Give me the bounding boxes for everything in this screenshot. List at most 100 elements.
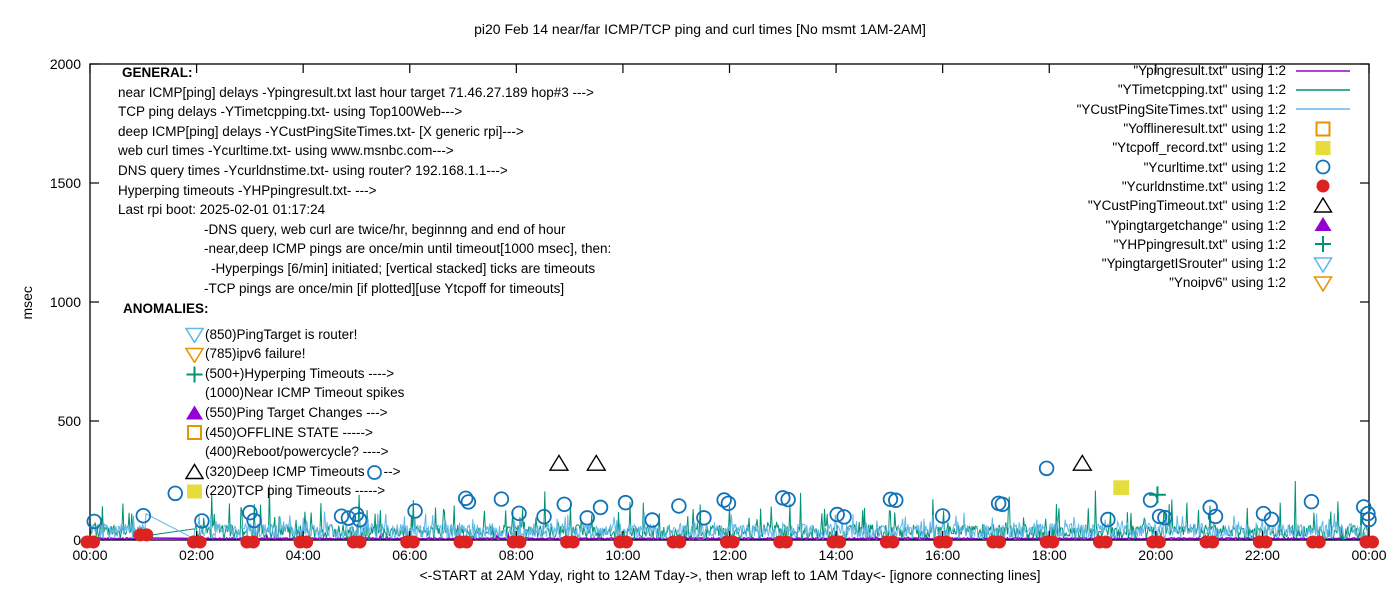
general-line: TCP ping delays -YTimetcpping.txt- using…: [118, 104, 463, 120]
anomaly-item: (320)Deep ICMP Timeouts -->: [185, 462, 404, 482]
general-annotation-block: GENERAL: near ICMP[ping] delays -Ypingres…: [118, 63, 611, 298]
anomaly-label: (850)PingTarget is router!: [205, 326, 358, 342]
legend-label: "Yofflineresult.txt" using 1:2: [1123, 121, 1286, 137]
legend-entry: "YCustPingTimeout.txt" using 1:2: [1077, 196, 1360, 215]
general-line: -DNS query, web curl are twice/hr, begin…: [204, 221, 566, 237]
anomaly-item: (400)Reboot/powercycle? ---->: [185, 442, 404, 462]
anomaly-item: (850)PingTarget is router!: [185, 325, 404, 345]
anomaly-label: (550)Ping Target Changes --->: [205, 404, 388, 420]
general-heading: GENERAL:: [122, 65, 193, 80]
triangle-open-icon: [185, 462, 205, 481]
anomaly-item: (500+)Hyperping Timeouts ---->: [185, 364, 404, 384]
general-line: -Hyperpings [6/min] initiated; [vertical…: [211, 260, 596, 276]
general-line: Hyperping timeouts -YHPpingresult.txt- -…: [118, 182, 377, 198]
y-axis-label: msec: [19, 286, 36, 320]
x-tick-label: 00:00: [72, 547, 107, 563]
anomaly-label: (785)ipv6 failure!: [205, 346, 306, 362]
general-line: Last rpi boot: 2025-02-01 01:17:24: [118, 202, 326, 218]
anomaly-label: (450)OFFLINE STATE ----->: [205, 424, 373, 440]
legend-entry: "Yofflineresult.txt" using 1:2: [1077, 119, 1360, 138]
anomalies-annotation-block: ANOMALIES: (850)PingTarget is router! (785…: [123, 299, 404, 501]
legend-label: "Ycurltime.txt" using 1:2: [1143, 159, 1286, 175]
anomaly-label: (1000)Near ICMP Timeout spikes: [205, 385, 405, 401]
triangle-open-icon: [185, 462, 204, 479]
triangle-filled-icon: [186, 405, 203, 420]
general-line: DNS query times -Ycurldnstime.txt- using…: [118, 162, 508, 178]
legend-label: "Ynoipv6" using 1:2: [1169, 275, 1286, 291]
legend-entry: "YpingtargetISrouter" using 1:2: [1077, 254, 1360, 273]
triangle-filled-icon: [1286, 216, 1360, 234]
chart-title: pi20 Feb 14 near/far ICMP/TCP ping and c…: [474, 21, 926, 37]
square-filled-icon: [185, 482, 205, 500]
legend: "Ypingresult.txt" using 1:2 "YTimetcpping…: [1077, 61, 1360, 293]
square-open-icon: [1286, 120, 1360, 138]
legend-entry: "Ypingtargetchange" using 1:2: [1077, 215, 1360, 234]
square-open-icon: [187, 425, 202, 441]
x-tick-label: 04:00: [286, 547, 321, 563]
triangle-filled-icon: [185, 404, 205, 422]
legend-entry: "YHPpingresult.txt" using 1:2: [1077, 235, 1360, 254]
anomaly-item: (1000)Near ICMP Timeout spikes: [185, 383, 404, 403]
square-filled-icon: [1286, 139, 1360, 157]
marker-series-Ytcpoff_record.txt: [1113, 480, 1130, 495]
x-axis-label: <-START at 2AM Yday, right to 12AM Tday-…: [419, 567, 1041, 583]
marker-series-Ycurldnstime.txt: [80, 528, 1379, 549]
triangle-open-icon: [1286, 196, 1360, 215]
y-tick-label: 1000: [50, 294, 81, 310]
legend-line-sample: [1286, 81, 1360, 99]
marker-series-YCustPingTimeout.txt: [548, 454, 1093, 471]
legend-label: "YpingtargetISrouter" using 1:2: [1101, 256, 1286, 272]
tri-down-open-icon: [185, 328, 204, 344]
x-tick-label: 20:00: [1138, 547, 1173, 563]
general-line: web curl times -Ycurltime.txt- using www…: [118, 143, 454, 159]
marker-series-YHPpingresult.txt: [1149, 486, 1166, 504]
anomalies-heading: ANOMALIES:: [123, 301, 209, 316]
square-filled-icon: [187, 484, 202, 499]
x-tick-label: 08:00: [499, 547, 534, 563]
plot-frame: 00:00 02:00 04:00 06:00 08:00 10:00 12:00 14:00…: [50, 56, 1387, 563]
legend-entry: "YTimetcpping.txt" using 1:2: [1077, 80, 1360, 99]
tri-down-open-icon: [1286, 255, 1360, 273]
anomaly-label-suffix: -->: [383, 463, 401, 479]
anomaly-label: (220)TCP ping Timeouts ----->: [205, 483, 386, 499]
x-tick-label: 00:00: [1351, 547, 1386, 563]
anomaly-item: (785)ipv6 failure!: [185, 344, 404, 364]
legend-entry: "Ynoipv6" using 1:2: [1077, 273, 1360, 292]
general-line: deep ICMP[ping] delays -YCustPingSiteTim…: [118, 123, 524, 139]
circle-open-icon: [366, 464, 382, 480]
y-tick-label: 500: [58, 413, 82, 429]
anomaly-item: (220)TCP ping Timeouts ----->: [185, 481, 404, 501]
anomaly-item: (450)OFFLINE STATE ----->: [185, 423, 404, 443]
anomaly-label: (320)Deep ICMP Timeouts: [205, 463, 365, 479]
x-tick-label: 14:00: [819, 547, 854, 563]
legend-entry: "YCustPingSiteTimes.txt" using 1:2: [1077, 100, 1360, 119]
plus-icon: [186, 366, 203, 383]
legend-label: "YCustPingSiteTimes.txt" using 1:2: [1076, 101, 1286, 117]
tri-down-open-icon: [185, 345, 205, 363]
legend-label: "YHPpingresult.txt" using 1:2: [1113, 236, 1286, 252]
x-tick-label: 06:00: [392, 547, 427, 563]
legend-label: "Ypingresult.txt" using 1:2: [1133, 63, 1286, 79]
anomaly-label: (500+)Hyperping Timeouts ---->: [205, 365, 395, 381]
x-tick-label: 18:00: [1032, 547, 1067, 563]
legend-entry: "Ycurldnstime.txt" using 1:2: [1077, 177, 1360, 196]
tri-down-open-icon: [1286, 274, 1360, 292]
tri-down-open-icon: [185, 325, 205, 344]
y-tick-label: 2000: [50, 56, 81, 72]
legend-line-sample: [1286, 100, 1360, 118]
x-tick-label: 12:00: [712, 547, 747, 563]
legend-entry: "Ypingresult.txt" using 1:2: [1077, 61, 1360, 80]
x-tick-label: 16:00: [925, 547, 960, 563]
noise-series-YTimetcpping.txt: [90, 480, 1369, 540]
circle-open-icon: [1286, 158, 1360, 176]
general-line: -TCP pings are once/min [if plotted][use…: [204, 280, 565, 296]
legend-label: "Ycurldnstime.txt" using 1:2: [1121, 178, 1286, 194]
legend-label: "YTimetcpping.txt" using 1:2: [1117, 82, 1286, 98]
square-open-icon: [185, 423, 205, 441]
plus-icon: [185, 365, 205, 383]
legend-entry: "Ycurltime.txt" using 1:2: [1077, 157, 1360, 176]
legend-label: "YCustPingTimeout.txt" using 1:2: [1087, 198, 1286, 214]
general-line: near ICMP[ping] delays -Ypingresult.txt …: [118, 84, 594, 100]
